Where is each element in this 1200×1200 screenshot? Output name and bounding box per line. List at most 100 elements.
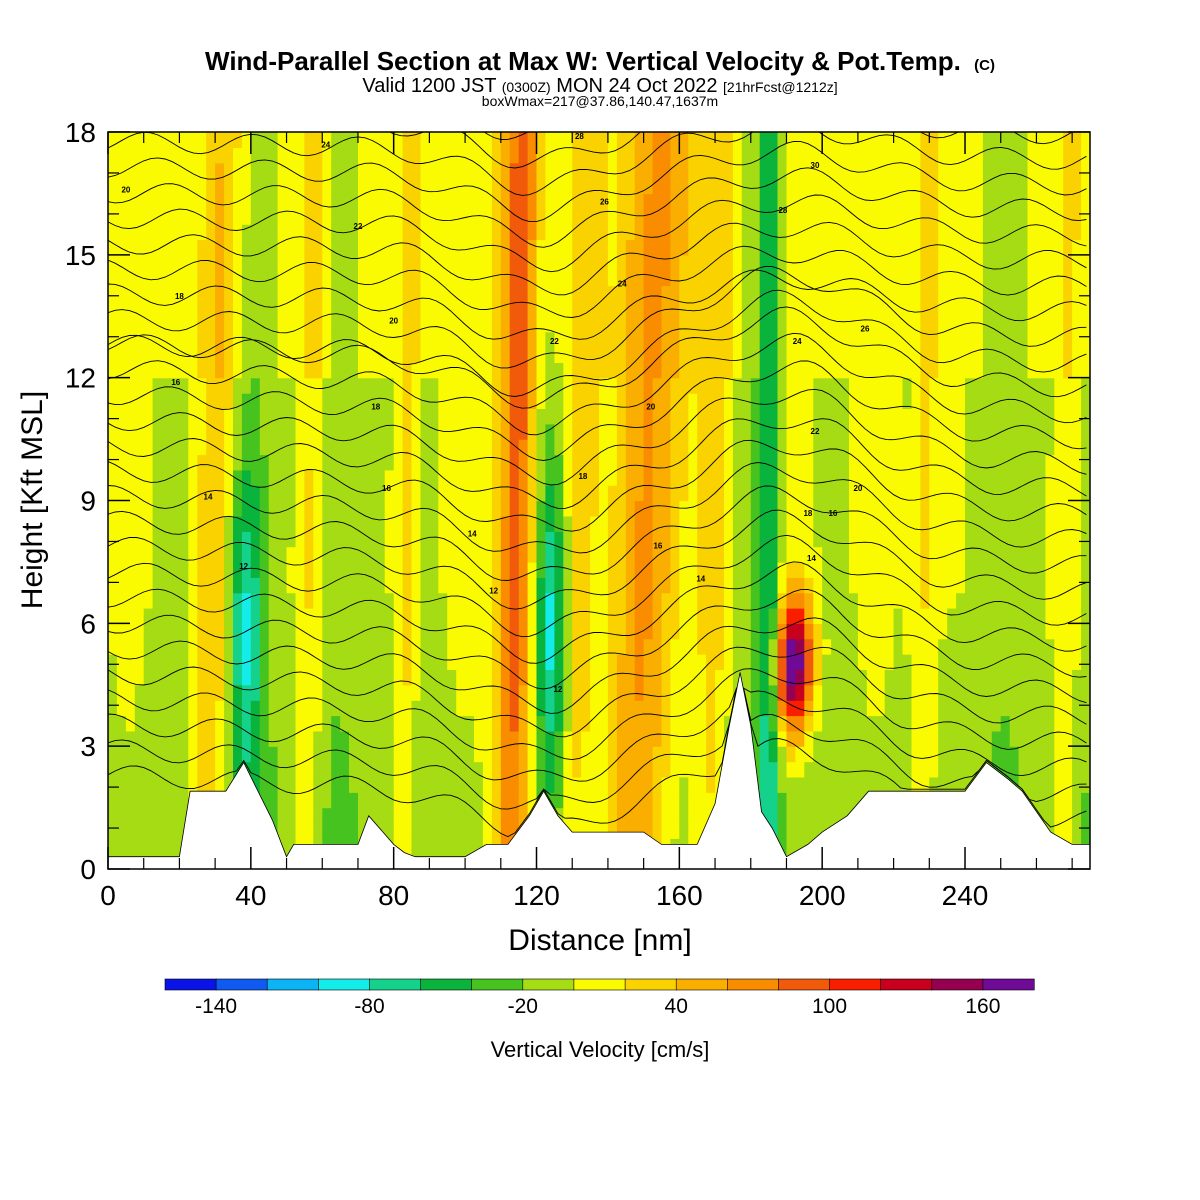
velocity-cell	[661, 224, 671, 241]
velocity-cell	[143, 285, 154, 302]
velocity-cell	[358, 684, 368, 701]
velocity-cell	[1000, 623, 1011, 640]
velocity-cell	[706, 592, 716, 609]
velocity-cell	[474, 362, 484, 379]
velocity-cell	[724, 254, 734, 271]
velocity-cell	[438, 193, 448, 210]
velocity-cell	[518, 546, 529, 563]
velocity-cell	[197, 669, 207, 686]
velocity-cell	[527, 715, 538, 732]
velocity-cell	[670, 393, 680, 409]
velocity-cell	[1018, 776, 1029, 793]
velocity-cell	[1000, 408, 1011, 425]
velocity-cell	[286, 715, 296, 732]
velocity-cell	[456, 224, 466, 241]
velocity-cell	[697, 700, 707, 717]
velocity-cell	[224, 193, 234, 210]
velocity-cell	[286, 347, 296, 363]
velocity-cell	[536, 638, 546, 655]
velocity-cell	[170, 838, 180, 855]
velocity-cell	[902, 439, 912, 456]
velocity-cell	[349, 147, 359, 164]
velocity-cell	[1018, 454, 1029, 471]
velocity-cell	[277, 561, 288, 578]
velocity-cell	[545, 561, 555, 578]
velocity-cell	[607, 500, 618, 517]
velocity-cell	[866, 362, 877, 379]
velocity-cell	[920, 270, 930, 287]
velocity-cell	[509, 285, 520, 302]
velocity-cell	[857, 561, 868, 578]
velocity-cell	[590, 485, 600, 502]
velocity-cell	[732, 162, 743, 179]
velocity-cell	[277, 362, 288, 379]
velocity-cell	[840, 408, 850, 425]
velocity-cell	[358, 807, 368, 824]
velocity-cell	[474, 147, 484, 164]
velocity-cell	[554, 377, 564, 394]
velocity-cell	[233, 270, 243, 287]
velocity-cell	[491, 423, 502, 440]
velocity-cell	[277, 700, 288, 717]
velocity-cell	[509, 408, 520, 425]
velocity-cell	[304, 746, 314, 763]
velocity-cell	[759, 316, 770, 333]
velocity-cell	[831, 285, 841, 302]
velocity-cell	[768, 147, 779, 164]
velocity-cell	[973, 316, 984, 333]
velocity-cell	[447, 608, 457, 624]
velocity-cell	[420, 669, 430, 686]
velocity-cell	[875, 500, 886, 517]
velocity-cell	[536, 577, 546, 594]
velocity-cell	[250, 270, 261, 287]
velocity-cell	[482, 684, 493, 701]
velocity-cell	[438, 669, 448, 686]
velocity-cell	[607, 300, 618, 317]
velocity-cell	[849, 500, 859, 517]
velocity-cell	[116, 224, 127, 241]
velocity-cell	[134, 684, 145, 701]
velocity-cell	[411, 393, 421, 409]
velocity-cell	[741, 362, 752, 379]
velocity-cell	[554, 270, 564, 287]
velocity-cell	[358, 761, 368, 778]
velocity-cell	[402, 208, 413, 225]
velocity-cell	[866, 393, 877, 409]
velocity-cell	[224, 347, 234, 363]
velocity-cell	[911, 224, 921, 241]
velocity-cell	[277, 469, 288, 486]
velocity-cell	[554, 776, 564, 793]
velocity-cell	[670, 316, 680, 333]
velocity-cell	[241, 193, 252, 210]
velocity-cell	[152, 285, 163, 302]
velocity-cell	[125, 132, 136, 148]
velocity-cell	[170, 746, 180, 763]
velocity-cell	[893, 485, 904, 502]
velocity-cell	[902, 347, 912, 363]
velocity-cell	[724, 608, 734, 624]
velocity-cell	[250, 254, 261, 271]
velocity-cell	[947, 285, 957, 302]
velocity-cell	[634, 393, 645, 409]
velocity-cell	[322, 377, 332, 394]
velocity-cell	[804, 224, 814, 241]
velocity-cell	[304, 730, 314, 747]
velocity-cell	[777, 577, 787, 594]
velocity-cell	[750, 500, 761, 517]
velocity-cell	[724, 147, 734, 164]
velocity-cell	[813, 515, 823, 532]
velocity-cell	[786, 669, 796, 686]
velocity-cell	[607, 792, 618, 809]
velocity-cell	[777, 746, 787, 763]
velocity-cell	[527, 439, 538, 456]
velocity-cell	[125, 331, 136, 348]
velocity-cell	[840, 654, 850, 670]
velocity-cell	[947, 439, 957, 456]
velocity-cell	[572, 178, 582, 195]
velocity-cell	[375, 577, 386, 594]
velocity-cell	[108, 208, 118, 225]
velocity-cell	[465, 347, 475, 363]
velocity-cell	[840, 746, 850, 763]
velocity-cell	[866, 270, 877, 287]
velocity-cell	[1009, 485, 1020, 502]
